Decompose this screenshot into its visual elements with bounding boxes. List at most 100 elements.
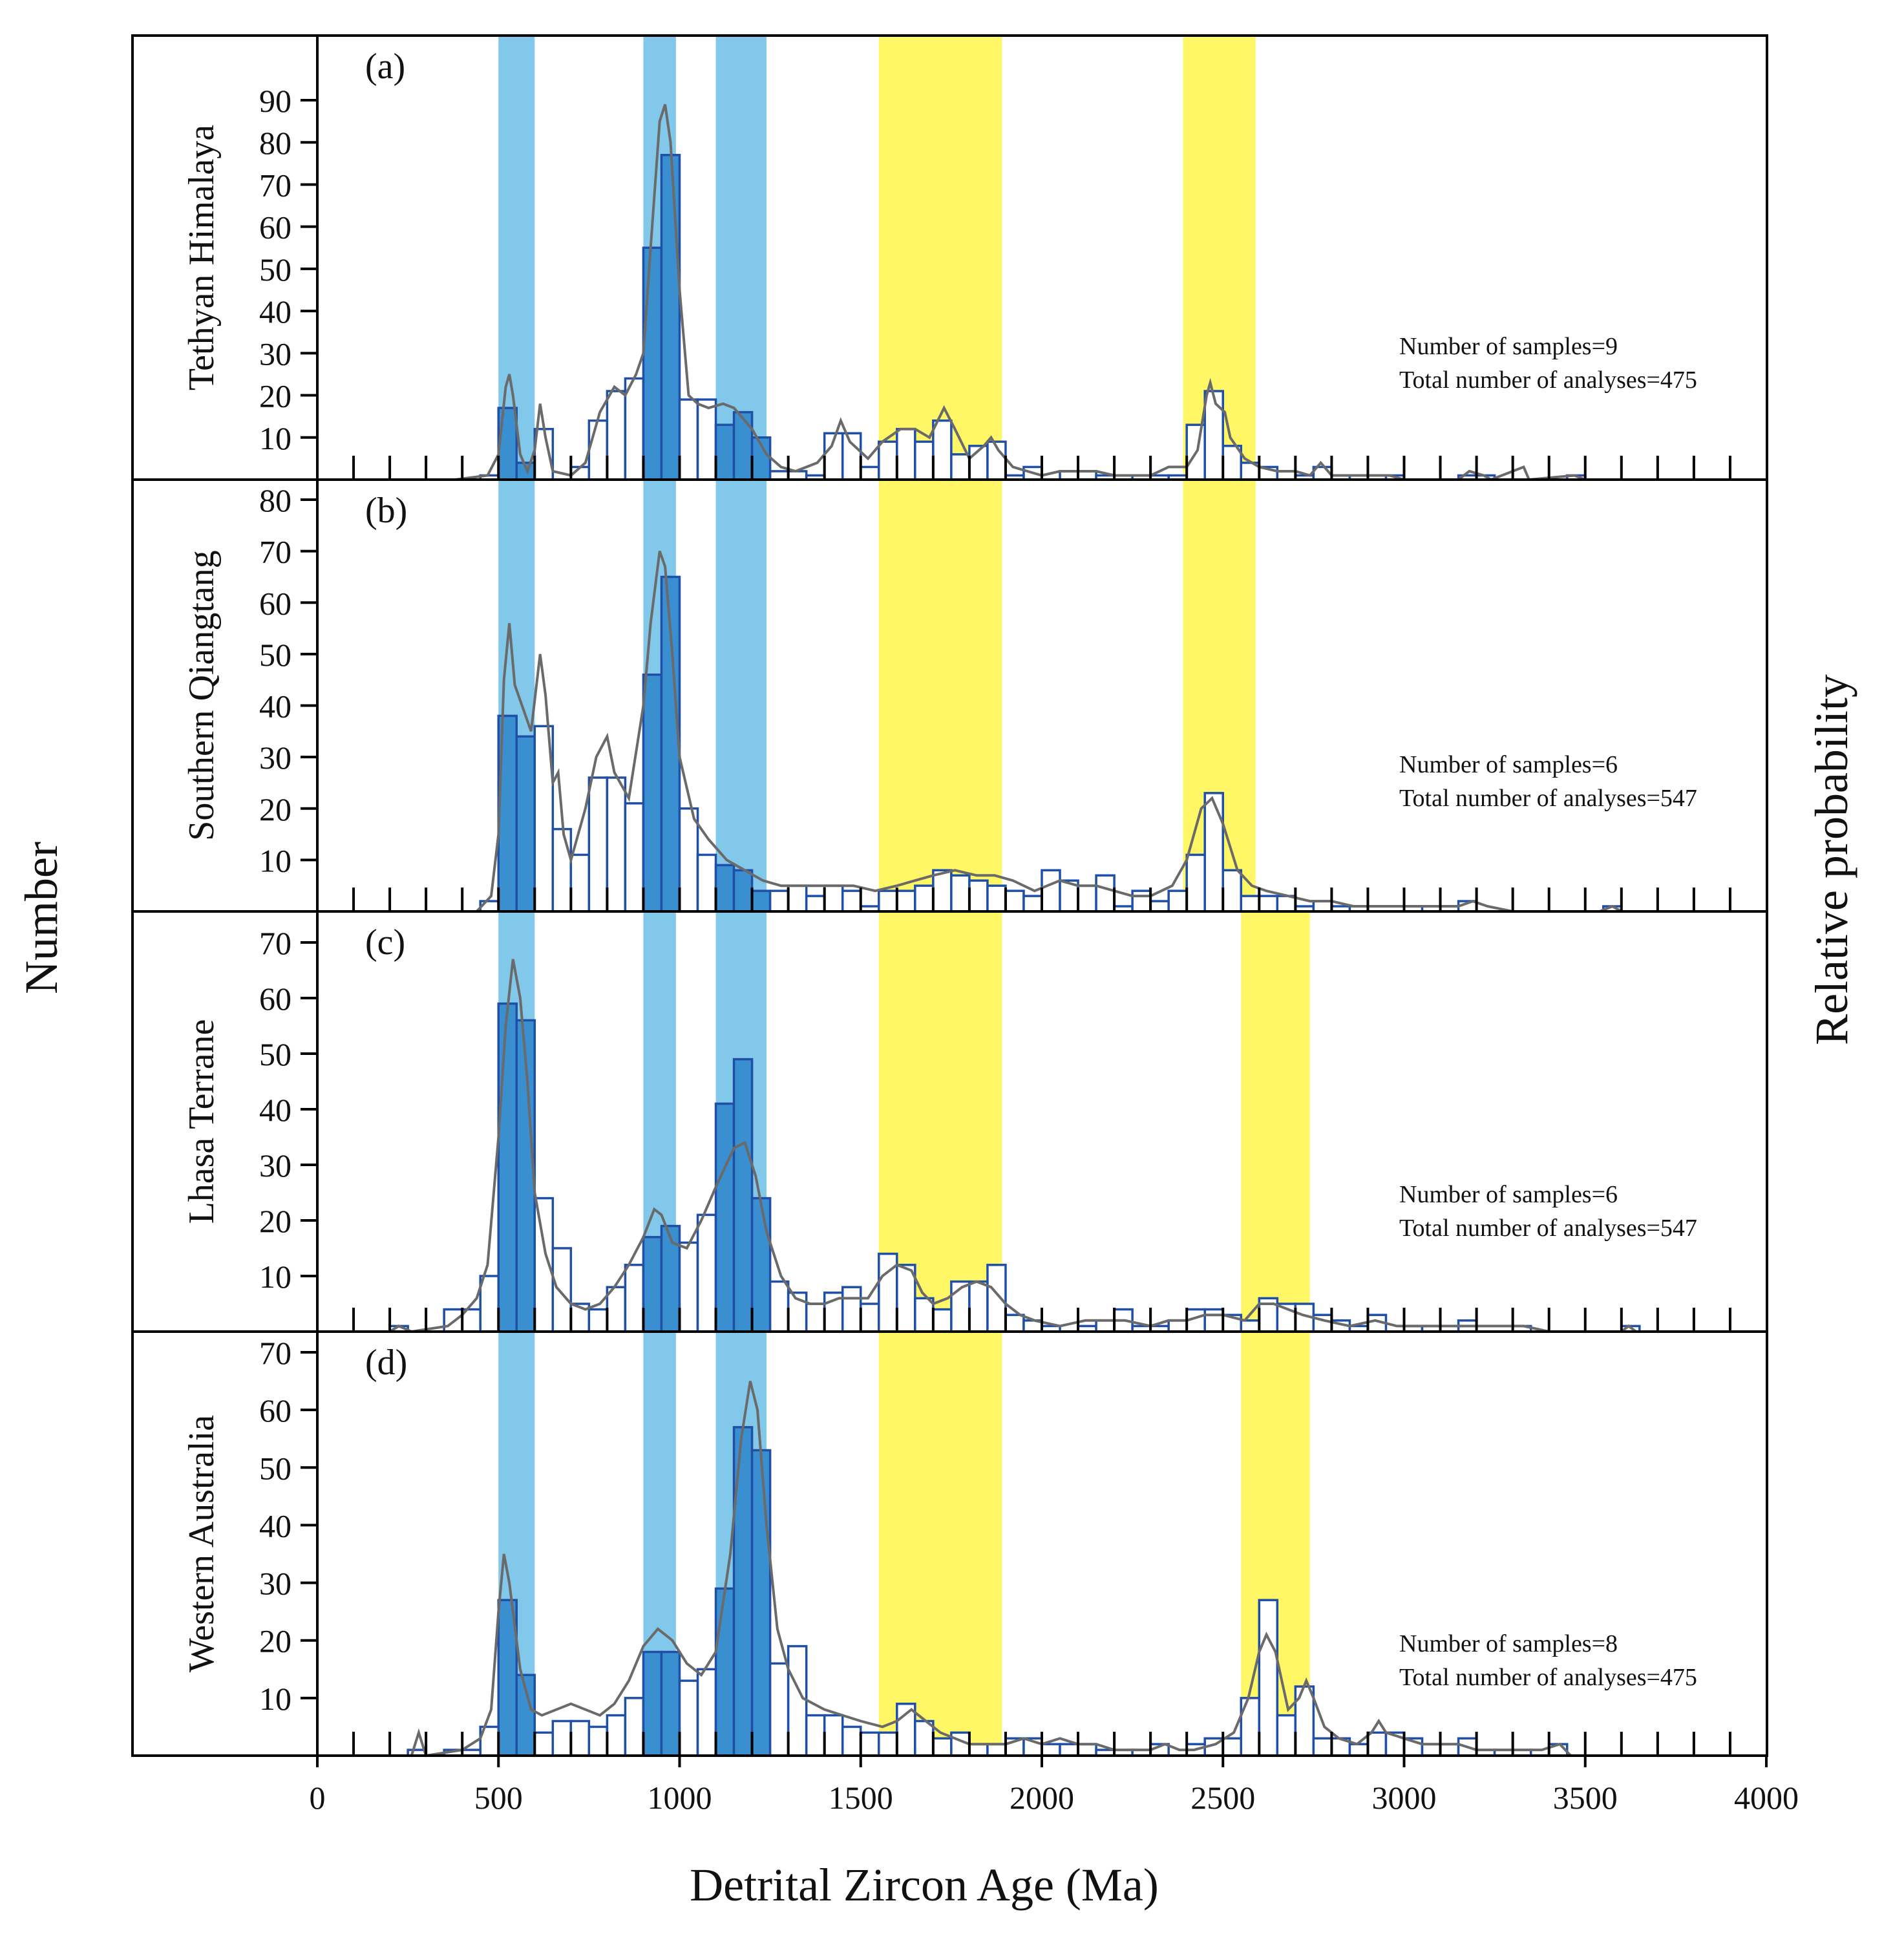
- yellow-band-1: [878, 911, 1002, 1332]
- histogram-bar: [1276, 1714, 1297, 1757]
- histogram-bar: [841, 432, 862, 481]
- histogram-bar: [1059, 1743, 1079, 1757]
- samples-note: Number of samples=6: [1399, 1181, 1618, 1208]
- yellow-band-1: [878, 36, 1002, 480]
- histogram-bar: [968, 1743, 989, 1757]
- probability-curve: [454, 103, 1586, 482]
- histogram-bar: [1004, 889, 1025, 913]
- y-tick-label: 30: [259, 739, 291, 776]
- histogram-bar: [950, 453, 971, 481]
- analyses-note: Total number of analyses=547: [1399, 1215, 1697, 1242]
- histogram-bar: [1004, 1314, 1025, 1333]
- histogram-bar: [1258, 895, 1279, 913]
- histogram-bar: [896, 889, 916, 913]
- histogram-bar: [896, 427, 916, 481]
- histogram-bar: [805, 1303, 826, 1333]
- histogram-bar: [551, 1247, 573, 1333]
- y-tick-label: 30: [259, 335, 291, 372]
- histogram-bar: [1041, 1743, 1061, 1757]
- histogram-bar: [678, 1241, 699, 1333]
- histogram-bar: [1240, 895, 1261, 913]
- panel-label: (a): [365, 47, 405, 87]
- histogram-bar: [823, 884, 844, 913]
- histogram-bar: [696, 1213, 717, 1333]
- y-tick-label: 50: [259, 1450, 291, 1486]
- histogram-bar: [587, 776, 609, 913]
- histogram-bar: [624, 377, 645, 481]
- histogram-bar: [1203, 390, 1224, 481]
- histogram-bar: [1095, 1319, 1116, 1333]
- histogram-bar: [1149, 900, 1170, 913]
- histogram-bar: [732, 1058, 754, 1333]
- y-tick-label: 80: [259, 125, 291, 161]
- histogram-bar: [1203, 792, 1224, 913]
- histogram-bar: [823, 1714, 844, 1757]
- histogram-bar: [932, 419, 953, 481]
- histogram-bar: [642, 246, 663, 481]
- histogram-bar: [714, 1102, 735, 1333]
- y-tick-label: 20: [259, 1203, 291, 1239]
- histogram-panels: 10 20 30 40 50 60 70 80 90 (a) Tethyan Himalaya Num…: [182, 36, 1731, 1758]
- histogram-bar: [497, 1002, 518, 1333]
- histogram-bar: [624, 802, 645, 913]
- panel-label: (c): [365, 922, 405, 963]
- histogram-bar: [1077, 884, 1097, 913]
- y-tick-label: 40: [259, 1092, 291, 1128]
- y-tick-label: 70: [259, 1335, 291, 1371]
- x-tick-label: 1000: [648, 1780, 712, 1816]
- histogram-bar: [914, 1297, 935, 1333]
- histogram-bar: [750, 1197, 772, 1333]
- histogram-bar: [841, 889, 862, 913]
- y-tick-label: 60: [259, 209, 291, 246]
- y-tick-label: 50: [259, 251, 291, 288]
- histogram-bar: [768, 889, 790, 913]
- y-tick-label: 40: [259, 1507, 291, 1544]
- histogram-bar: [696, 398, 717, 481]
- histogram-bar: [551, 1719, 573, 1757]
- histogram-bar: [805, 895, 826, 913]
- histogram-bar: [750, 889, 772, 913]
- histogram-bar: [606, 776, 627, 913]
- y-axis-title-left: Number: [16, 842, 67, 994]
- histogram-bar: [914, 884, 935, 913]
- histogram-bar: [714, 864, 735, 913]
- histogram-bar: [805, 1714, 826, 1757]
- histogram-bar: [860, 1731, 880, 1757]
- histogram-bar: [732, 869, 754, 913]
- analyses-note: Total number of analyses=547: [1399, 785, 1697, 812]
- histogram-bar: [678, 807, 699, 913]
- histogram-bar: [515, 1019, 536, 1333]
- histogram-bar: [878, 440, 898, 481]
- panel-frame: [131, 1330, 1768, 1757]
- histogram-bar: [932, 1308, 953, 1333]
- histogram-bar: [1203, 1308, 1224, 1333]
- region-label: Tethyan Himalaya: [182, 125, 222, 390]
- histogram-bar: [986, 1743, 1007, 1757]
- panel-b: 10 20 30 40 50 60 70 80 (b) Southern Qiangtang Num…: [182, 480, 1731, 913]
- histogram-bar: [660, 154, 681, 481]
- histogram-bar: [606, 1714, 627, 1757]
- panel-frames: [131, 34, 1768, 1757]
- histogram-bar: [696, 853, 717, 913]
- panel-d: 10 20 30 40 50 60 70 (d) Western Australia Number…: [182, 1332, 1731, 1758]
- analyses-note: Total number of analyses=475: [1399, 1664, 1697, 1691]
- x-axis-title: Detrital Zircon Age (Ma): [690, 1859, 1159, 1911]
- x-tick-label: 3500: [1553, 1780, 1618, 1816]
- y-tick-label: 10: [259, 1259, 291, 1295]
- x-tick-label: 2500: [1190, 1780, 1255, 1816]
- histogram-bar: [896, 1264, 916, 1333]
- probability-curve: [389, 959, 1637, 1334]
- histogram-bar: [1366, 1731, 1388, 1757]
- histogram-bar: [1022, 895, 1043, 913]
- histogram-bar: [696, 1668, 717, 1757]
- histogram-bar: [1258, 1599, 1279, 1757]
- y-tick-label: 10: [259, 842, 291, 878]
- histogram-bar: [878, 1731, 898, 1757]
- y-tick-label: 80: [259, 482, 291, 518]
- x-tick-label: 2000: [1010, 1780, 1074, 1816]
- y-tick-label: 20: [259, 1623, 291, 1659]
- region-label: Lhasa Terrane: [182, 1019, 222, 1224]
- y-tick-label: 40: [259, 293, 291, 330]
- x-tick-label: 500: [474, 1780, 523, 1816]
